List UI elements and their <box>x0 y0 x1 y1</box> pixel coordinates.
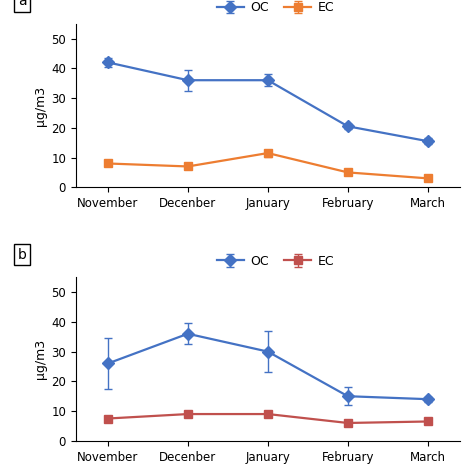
Text: b: b <box>18 248 27 262</box>
Legend: OC, EC: OC, EC <box>217 1 334 14</box>
Y-axis label: μg/m3: μg/m3 <box>34 85 47 126</box>
Text: a: a <box>18 0 27 8</box>
Legend: OC, EC: OC, EC <box>217 255 334 268</box>
Y-axis label: μg/m3: μg/m3 <box>34 339 47 379</box>
